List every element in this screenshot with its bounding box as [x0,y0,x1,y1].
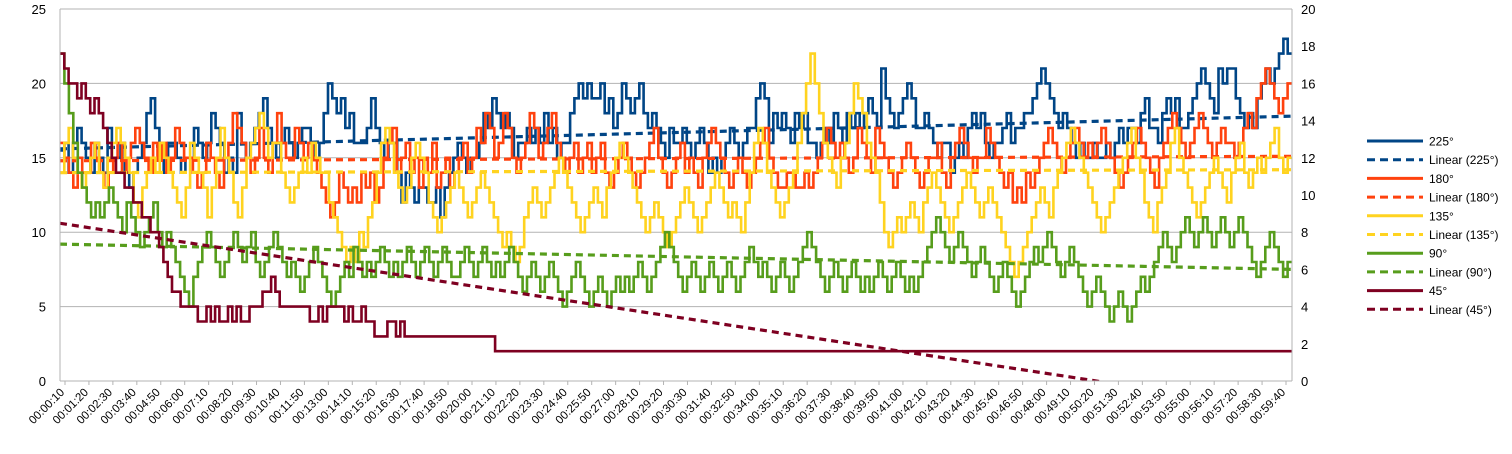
y-right-tick-label: 0 [1301,374,1308,389]
legend-label-180: 180° [1429,172,1454,186]
y-left-tick-label: 10 [32,225,46,240]
legend-label-90: 90° [1429,247,1447,261]
trendline-linear-45 [60,221,1108,381]
y-right-tick-label: 16 [1301,76,1315,91]
legend-label-linear-135: Linear (135°) [1429,228,1499,242]
legend-label-linear-180: Linear (180°) [1429,191,1499,205]
y-right-tick-label: 20 [1301,2,1315,17]
legend-label-225: 225° [1429,135,1454,149]
legend-label-45: 45° [1429,284,1447,298]
legend-label-linear-90: Linear (90°) [1429,265,1492,279]
y-right-tick-label: 10 [1301,188,1315,203]
series-line-45 [60,52,1292,353]
y-left-tick-label: 0 [39,374,46,389]
trendline-linear-225 [60,114,1292,151]
legend-label-linear-225: Linear (225°) [1429,153,1499,167]
series-line-90 [60,52,1292,323]
y-left-tick-label: 15 [32,151,46,166]
y-left-tick-label: 25 [32,2,46,17]
legend: 225° Linear (225°) 180° Linear (180°) 135° Li… [1367,135,1499,317]
series-line-135 [60,52,1292,279]
trendline-linear-180 [60,154,1292,163]
y-right-tick-label: 14 [1301,114,1315,129]
trendline-linear-135 [60,168,1292,175]
y-left-tick-label: 20 [32,76,46,91]
axes: 05101520250246810121416182000:00:1000:01… [27,2,1315,427]
legend-label-135: 135° [1429,209,1454,223]
y-left-tick-label: 5 [39,300,46,315]
trendline-linear-90 [60,242,1292,271]
y-right-tick-label: 18 [1301,39,1315,54]
y-right-tick-label: 2 [1301,337,1308,352]
series-layer [60,37,1292,381]
y-right-tick-label: 8 [1301,225,1308,240]
legend-label-linear-45: Linear (45°) [1429,303,1492,317]
y-right-tick-label: 6 [1301,262,1308,277]
y-right-tick-label: 4 [1301,300,1308,315]
y-right-tick-label: 12 [1301,151,1315,166]
